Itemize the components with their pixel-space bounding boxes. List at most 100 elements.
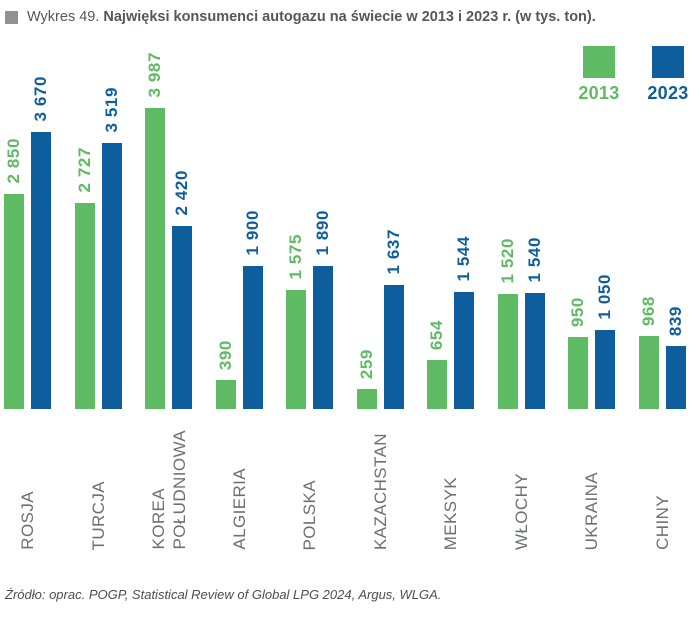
title-prefix: Wykres 49. (27, 9, 100, 25)
bar-group: 1 520 1 540 (497, 237, 545, 409)
bar-column-2013: 968 (638, 295, 659, 409)
category-cell: UKRAINA (568, 409, 615, 550)
bar-column-2013: 950 (568, 296, 589, 409)
bar-2023 (665, 346, 686, 409)
bar-column-2023: 839 (665, 305, 686, 409)
category-label: CHINY (652, 495, 672, 550)
category-cell: TURCJA (75, 409, 122, 550)
category-cell: POLSKA (286, 409, 333, 550)
bar-group: 390 1 900 (215, 210, 263, 409)
legend-item-2023: 2023 (647, 46, 689, 104)
source-note: Źródło: oprac. POGP, Statistical Review … (5, 587, 442, 602)
value-label-2023: 1 544 (454, 236, 474, 282)
chart-title-text: Wykres 49. Najwięksi konsumenci autogazu … (27, 9, 596, 25)
category-cell: MEKSYK (427, 409, 474, 550)
bar-2013 (427, 360, 448, 409)
bar-2013 (4, 194, 24, 409)
bar-column-2023: 1 540 (524, 237, 545, 409)
category-label: TURCJA (88, 480, 108, 550)
bar-group: 1 575 1 890 (286, 210, 334, 409)
bar-column-2013: 390 (215, 339, 236, 409)
bar-group: 3 987 2 420 (145, 52, 193, 409)
value-label-2013: 259 (356, 348, 376, 379)
bar-column-2023: 3 670 (31, 76, 51, 409)
legend-swatch-2023 (652, 46, 684, 78)
value-label-2013: 1 575 (286, 234, 306, 280)
bar-column-2023: 3 519 (101, 87, 122, 409)
bar-2023 (383, 285, 404, 409)
legend: 2013 2023 (578, 46, 689, 104)
category-cell: ROSJA (4, 409, 51, 550)
value-label-2023: 1 637 (383, 229, 403, 275)
value-label-2013: 1 520 (497, 238, 517, 284)
category-label: MEKSYK (441, 476, 461, 550)
bar-column-2013: 1 520 (497, 238, 518, 409)
value-label-2013: 968 (638, 295, 658, 326)
bar-2013 (286, 290, 307, 409)
category-cell: KOREA POŁUDNIOWA (145, 409, 192, 550)
category-cell: ALGIERIA (216, 409, 263, 550)
bar-column-2013: 2 727 (74, 147, 95, 409)
bar-2023 (454, 292, 475, 409)
bar-column-2013: 3 987 (145, 52, 166, 409)
bar-column-2013: 1 575 (286, 234, 307, 409)
category-label: UKRAINA (582, 471, 602, 550)
legend-label-2013: 2013 (578, 83, 620, 103)
value-label-2013: 654 (427, 319, 447, 350)
bar-2023 (101, 143, 122, 409)
legend-item-2013: 2013 (578, 46, 620, 104)
category-cell: WŁOCHY (498, 409, 545, 550)
legend-swatch-2013 (583, 46, 615, 78)
bar-group: 654 1 544 (427, 236, 475, 409)
value-label-2013: 950 (568, 296, 588, 327)
category-cell: KAZACHSTAN (357, 409, 404, 550)
chart-title: Wykres 49. Najwięksi konsumenci autogazu … (0, 0, 690, 25)
legend-label-2023: 2023 (647, 83, 689, 103)
bar-column-2023: 1 890 (313, 210, 334, 409)
category-cell: CHINY (639, 409, 686, 550)
bar-2013 (497, 294, 518, 409)
bar-column-2023: 1 050 (595, 274, 616, 409)
category-label: KOREA POŁUDNIOWA (148, 430, 189, 550)
category-label: WŁOCHY (511, 472, 531, 550)
bar-2023 (524, 293, 545, 409)
bar-column-2013: 654 (427, 319, 448, 409)
bar-group: 2 727 3 519 (74, 87, 122, 409)
value-label-2023: 1 050 (595, 274, 615, 320)
bar-2023 (595, 330, 616, 409)
bar-2013 (568, 337, 589, 409)
bar-column-2023: 1 637 (383, 229, 404, 409)
value-label-2023: 1 540 (524, 237, 544, 283)
bar-2013 (356, 389, 377, 409)
title-bullet-icon (5, 10, 18, 24)
bar-column-2013: 2 850 (4, 138, 24, 409)
bar-2013 (638, 336, 659, 409)
value-label-2023: 2 420 (172, 170, 192, 216)
bar-column-2023: 1 544 (454, 236, 475, 409)
bar-2023 (313, 266, 334, 409)
value-label-2023: 839 (665, 305, 685, 336)
bar-2013 (74, 203, 95, 409)
category-label: ALGIERIA (229, 468, 249, 550)
value-label-2013: 3 987 (145, 52, 165, 98)
category-label: KAZACHSTAN (370, 432, 390, 550)
bar-chart-plot: 2013 2023 2 850 3 670 2 727 3 519 3 987 2 420 3… (0, 44, 690, 409)
value-label-2023: 3 519 (101, 87, 121, 133)
value-label-2013: 390 (215, 339, 235, 370)
bar-2023 (31, 132, 51, 409)
value-label-2013: 2 850 (4, 138, 23, 184)
title-main: Najwięksi konsumenci autogazu na świecie… (103, 9, 596, 25)
category-label: ROSJA (18, 491, 37, 550)
bar-column-2023: 1 900 (242, 210, 263, 409)
bar-group: 2 850 3 670 (4, 76, 51, 409)
bar-2023 (242, 266, 263, 409)
category-axis: ROSJA TURCJA KOREA POŁUDNIOWA ALGIERIA POLSK… (0, 409, 690, 550)
value-label-2013: 2 727 (74, 147, 94, 193)
bar-2013 (215, 380, 236, 409)
value-label-2023: 1 900 (242, 210, 262, 256)
bar-group: 968 839 (638, 295, 686, 409)
category-label: POLSKA (300, 479, 320, 550)
bar-2013 (145, 108, 166, 409)
bar-column-2023: 2 420 (172, 170, 193, 409)
value-label-2023: 1 890 (313, 210, 333, 256)
